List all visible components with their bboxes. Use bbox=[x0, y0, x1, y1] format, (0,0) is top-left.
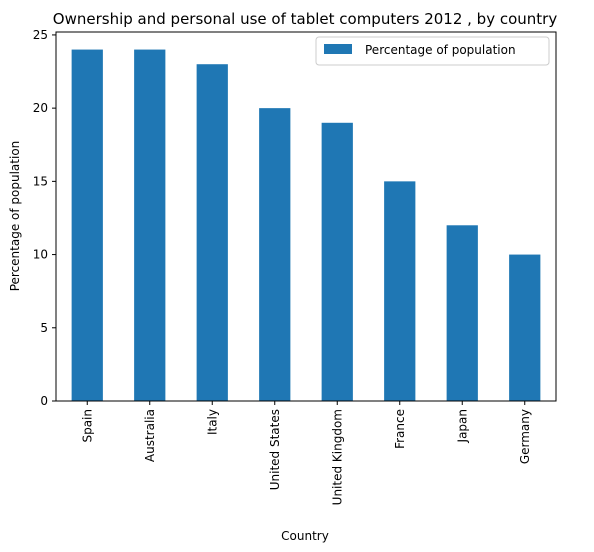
y-tick-label: 15 bbox=[33, 174, 48, 188]
bar-united-kingdom bbox=[321, 122, 353, 402]
y-axis: 0 5 10 15 20 25 bbox=[33, 28, 56, 408]
x-tick-label: Japan bbox=[455, 409, 469, 443]
x-tick-label: United Kingdom bbox=[330, 409, 344, 505]
x-tick-label: Italy bbox=[205, 409, 219, 435]
x-tick-label: Australia bbox=[143, 409, 157, 462]
y-tick-label: 20 bbox=[33, 101, 48, 115]
bar-germany bbox=[509, 254, 541, 401]
y-tick-label: 0 bbox=[40, 394, 48, 408]
x-tick-label: Spain bbox=[80, 409, 94, 443]
bar-italy bbox=[196, 64, 228, 401]
legend-label: Percentage of population bbox=[365, 43, 516, 57]
plot-frame bbox=[55, 31, 557, 402]
bar-spain bbox=[71, 49, 103, 401]
x-tick-label: Germany bbox=[518, 409, 532, 464]
bar-australia bbox=[134, 49, 166, 401]
x-axis-label: Country bbox=[281, 529, 329, 543]
x-axis: Spain Australia Italy United States United K… bbox=[80, 401, 532, 505]
y-tick-label: 25 bbox=[33, 28, 48, 42]
x-tick-label: United States bbox=[268, 409, 282, 490]
bar-united-states bbox=[259, 108, 291, 402]
legend: Percentage of population bbox=[315, 36, 550, 66]
x-tick-label: France bbox=[393, 409, 407, 449]
y-axis-label: Percentage of population bbox=[8, 141, 22, 292]
bar-france bbox=[384, 181, 416, 401]
chart-title: Ownership and personal use of tablet com… bbox=[53, 10, 558, 28]
bars-group bbox=[71, 49, 541, 402]
legend-frame bbox=[315, 36, 550, 66]
legend-swatch bbox=[324, 44, 352, 54]
y-tick-label: 10 bbox=[33, 248, 48, 262]
y-tick-label: 5 bbox=[40, 321, 48, 335]
bar-japan bbox=[446, 225, 478, 401]
